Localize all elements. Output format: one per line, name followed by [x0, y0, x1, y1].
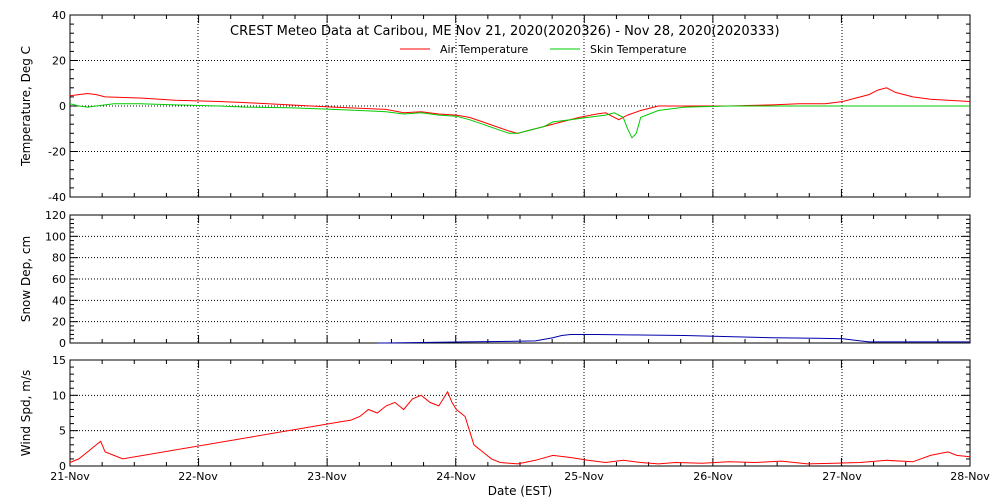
- snow-ytick-label: 80: [52, 252, 66, 265]
- snow-ytick-label: 40: [52, 294, 66, 307]
- snow-ytick-label: 60: [52, 273, 66, 286]
- wind-ytick-label: 15: [52, 354, 66, 367]
- x-tick-label: 28-Nov: [950, 470, 990, 483]
- temperature-y-axis-label: Temperature, Deg C: [19, 46, 33, 167]
- x-tick-label: 24-Nov: [436, 470, 476, 483]
- x-tick-label: 26-Nov: [693, 470, 733, 483]
- snow-ytick-label: 100: [45, 230, 66, 243]
- wind-speed-panel: 0 5 10 15 Wind Spd, m/s: [19, 354, 971, 473]
- temperature-ytick-label: 0: [59, 100, 66, 113]
- legend: Air Temperature Skin Temperature: [400, 43, 687, 56]
- wind-frame: [69, 359, 971, 467]
- temperature-ytick-label: 40: [52, 9, 66, 22]
- snow-depth-panel: 0 20 40 60 80 100 120 Snow Dep, cm: [19, 209, 971, 350]
- x-tick-label: 25-Nov: [564, 470, 604, 483]
- x-tick-label: 22-Nov: [178, 470, 218, 483]
- wind-series-line-0: [69, 390, 971, 465]
- x-tick-label: 27-Nov: [822, 470, 862, 483]
- wind-ytick-label: 10: [52, 389, 66, 402]
- x-tick-label: 21-Nov: [50, 470, 90, 483]
- temperature-ytick-label: 20: [52, 55, 66, 68]
- temperature-panel: -40 -20 0 20 40 Temperature, Deg C: [19, 9, 971, 204]
- legend-label-skin-temperature: Skin Temperature: [590, 43, 687, 56]
- snow-y-axis-label: Snow Dep, cm: [19, 236, 33, 322]
- chart-title: CREST Meteo Data at Caribou, ME Nov 21, …: [230, 24, 780, 39]
- temperature-series-skin-temperature: [69, 103, 970, 139]
- temperature-ytick-label: -20: [48, 146, 66, 159]
- wind-y-axis-label: Wind Spd, m/s: [19, 370, 33, 456]
- snow-ytick-label: 120: [45, 209, 66, 222]
- temperature-series-air-temperature: [69, 87, 971, 134]
- x-tick-label: 23-Nov: [307, 470, 347, 483]
- x-axis-label: Date (EST): [488, 484, 552, 498]
- temperature-ytick-label: -40: [48, 191, 66, 204]
- wind-ytick-label: 5: [59, 425, 66, 438]
- legend-label-air-temperature: Air Temperature: [440, 43, 529, 56]
- snow-ytick-label: 20: [52, 316, 66, 329]
- x-axis-ticks: 21-Nov 22-Nov 23-Nov 24-Nov 25-Nov 26-Nov 27-N…: [50, 470, 990, 483]
- snow-ytick-label: 0: [59, 337, 66, 350]
- wind-ytick-label: 0: [59, 460, 66, 473]
- snow-series-line-0: [377, 334, 970, 344]
